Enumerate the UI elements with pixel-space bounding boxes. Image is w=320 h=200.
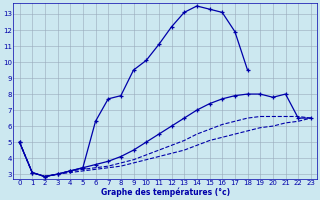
X-axis label: Graphe des températures (°c): Graphe des températures (°c): [100, 188, 230, 197]
